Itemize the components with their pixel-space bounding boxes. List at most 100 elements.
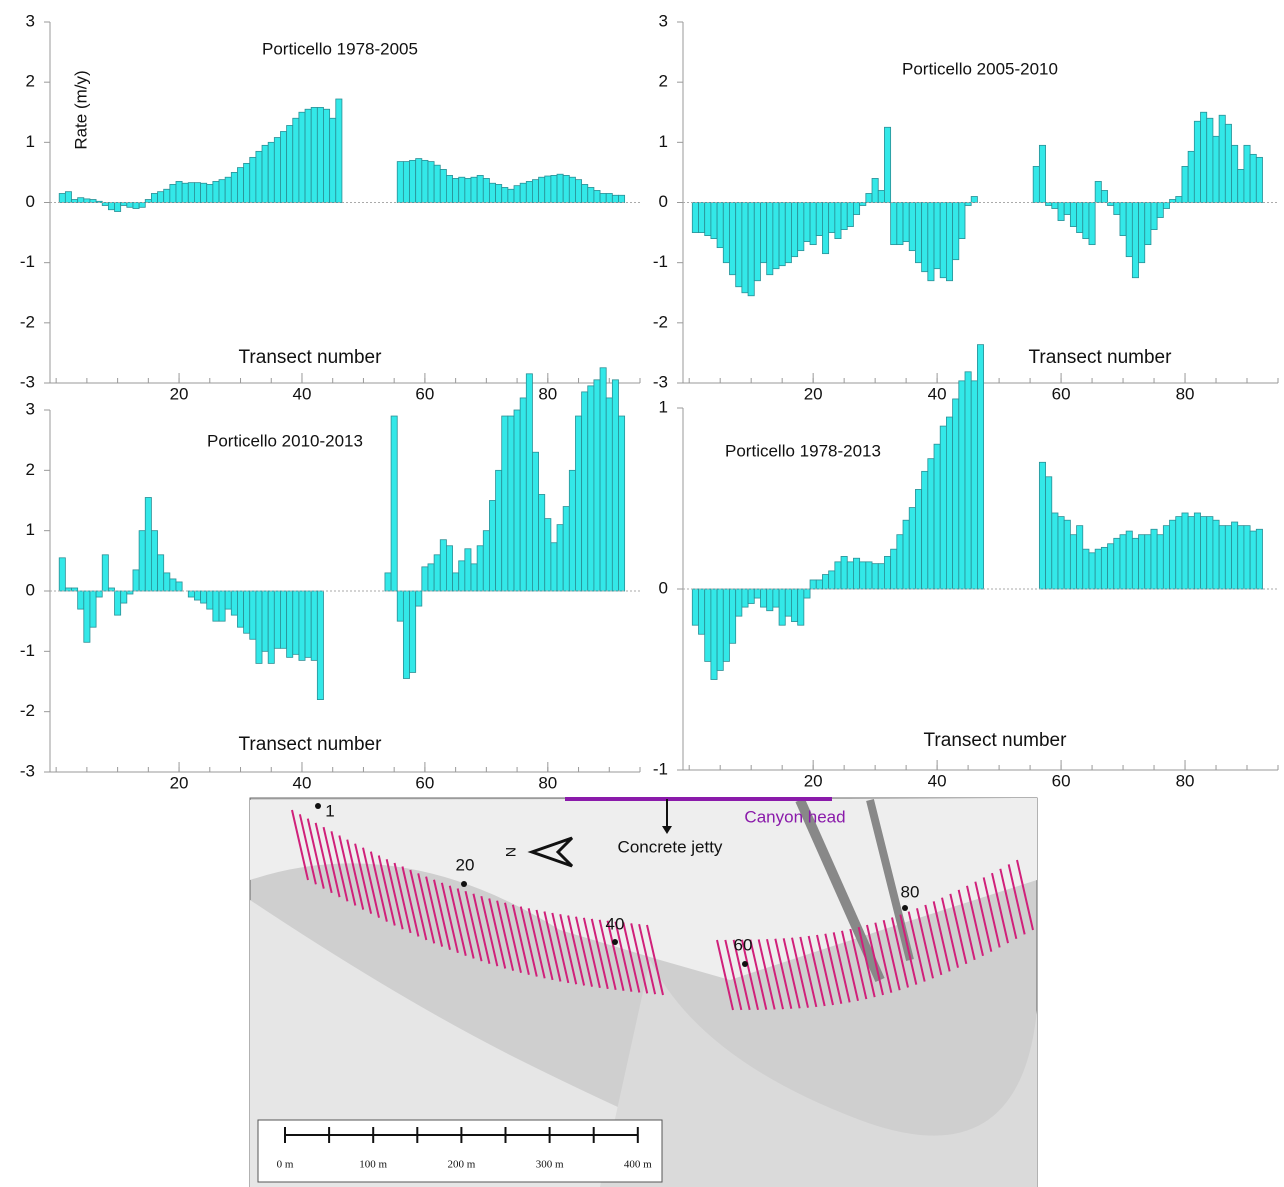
bar [877, 563, 885, 590]
y-tick-label: 3 [659, 11, 668, 30]
transect-line [622, 922, 641, 993]
bar [464, 178, 472, 203]
bar [939, 425, 947, 590]
transect-line [291, 809, 309, 881]
bar [581, 184, 589, 203]
transect-line [496, 900, 515, 971]
bar [1069, 202, 1077, 227]
bar [421, 566, 429, 592]
transect-dot [612, 939, 618, 945]
bar [1200, 111, 1208, 203]
bar [415, 590, 423, 607]
scale-label: 100 m [359, 1159, 387, 1171]
bar [778, 202, 786, 267]
bar [157, 554, 165, 592]
bar [513, 409, 521, 592]
transect-line [322, 826, 341, 898]
bar [809, 202, 817, 246]
bar [64, 191, 72, 203]
bar [138, 530, 146, 592]
bar [896, 534, 904, 590]
transect-line [393, 862, 412, 934]
transect-line [433, 879, 451, 950]
bar [952, 398, 960, 590]
bar [286, 590, 294, 658]
y-tick-label: -3 [20, 372, 35, 391]
transect-line [991, 872, 1009, 944]
bar [698, 588, 706, 635]
bar [501, 415, 509, 592]
bar [766, 202, 774, 276]
bar [396, 590, 404, 622]
bar [587, 385, 595, 592]
bar [599, 367, 607, 592]
bar [822, 202, 830, 255]
transect-line [907, 911, 926, 982]
bar [766, 588, 774, 612]
x-axis-label: Transect number [239, 734, 383, 755]
bar [902, 519, 910, 590]
transect-label: 1 [325, 801, 334, 820]
y-tick-label: 0 [659, 578, 668, 597]
transect-line [504, 902, 522, 973]
bar [151, 193, 158, 203]
bar [415, 158, 423, 203]
x-tick-label: 80 [1176, 771, 1195, 790]
bar [1212, 135, 1220, 203]
bar [402, 590, 410, 679]
bar [427, 563, 435, 592]
bar [784, 588, 792, 617]
bar [853, 202, 861, 215]
transect-line [941, 897, 959, 968]
bar [280, 590, 288, 649]
bar [1045, 476, 1053, 590]
bar [970, 196, 978, 203]
transect-dot [461, 881, 467, 887]
north-label: N [503, 847, 519, 857]
transect-line [409, 869, 428, 941]
bar [977, 344, 984, 590]
transect-line [346, 839, 365, 910]
bar [237, 590, 244, 628]
bar [1138, 202, 1146, 264]
transect-line [716, 939, 734, 1011]
bar [1150, 528, 1158, 590]
bar [206, 184, 214, 203]
bar [797, 588, 805, 626]
x-tick-label: 20 [804, 771, 823, 790]
bar [704, 202, 712, 236]
bar [865, 561, 873, 590]
bar [1231, 521, 1239, 590]
scale-label: 400 m [624, 1159, 652, 1171]
bar [175, 181, 183, 203]
x-tick-label: 60 [1052, 771, 1071, 790]
y-tick-label: -1 [20, 252, 35, 271]
bar [1193, 120, 1201, 203]
bar [691, 202, 699, 233]
chart-title: Porticello 2010-2013 [207, 431, 363, 450]
transect-line [448, 885, 467, 956]
bar [470, 176, 478, 203]
bar [384, 572, 392, 592]
transect-line [732, 939, 751, 1011]
y-tick-label: -2 [20, 701, 35, 720]
bar [280, 131, 288, 203]
bar [1218, 114, 1226, 203]
y-tick-label: 0 [26, 580, 35, 599]
bar [1187, 516, 1195, 590]
transect-line [816, 934, 834, 1006]
bar [853, 557, 861, 590]
bar [476, 545, 484, 592]
bar [1063, 519, 1071, 590]
transect-line [614, 921, 633, 992]
bar [1162, 202, 1170, 209]
y-tick-label: -3 [653, 372, 668, 391]
x-tick-label: 20 [170, 384, 189, 403]
transect-line [354, 843, 373, 914]
bar [427, 161, 435, 203]
bar [722, 588, 730, 662]
transect-line [749, 939, 768, 1010]
bar [593, 379, 601, 592]
bar [132, 202, 140, 209]
scale-label: 200 m [447, 1159, 475, 1171]
